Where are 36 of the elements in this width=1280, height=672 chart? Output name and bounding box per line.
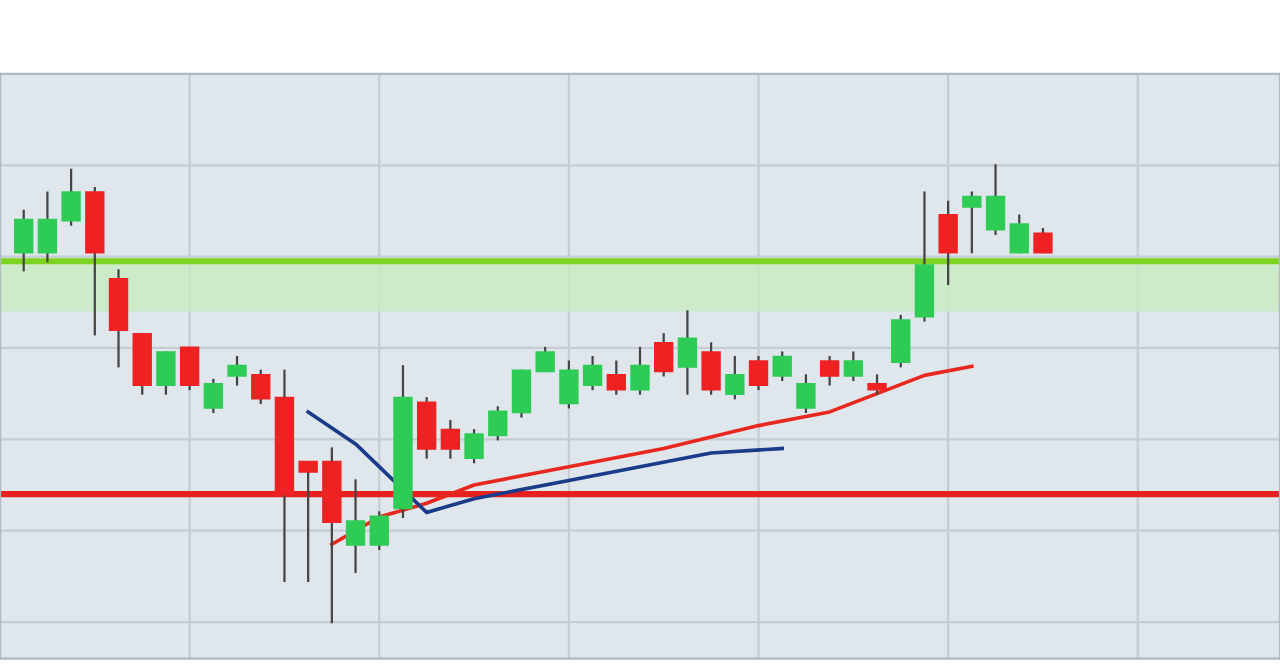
candlestick <box>203 378 224 414</box>
candlestick <box>1009 214 1029 254</box>
candlestick <box>156 351 176 395</box>
candlestick <box>227 356 247 386</box>
candlestick <box>748 356 769 391</box>
candlestick <box>867 374 887 395</box>
candlestick <box>345 479 366 573</box>
candlestick <box>559 360 579 409</box>
candlestick <box>891 314 911 368</box>
candlestick <box>843 351 864 382</box>
candlestick <box>1033 228 1053 254</box>
candlestick <box>179 346 200 391</box>
candlestick <box>488 406 508 441</box>
candlestick <box>14 209 34 272</box>
candlestick <box>535 346 555 373</box>
candlestick <box>61 168 81 226</box>
candlestick <box>251 369 271 404</box>
candlestick <box>416 397 437 459</box>
candlestick <box>677 310 698 395</box>
candlestick <box>630 346 650 395</box>
candlestick <box>985 164 1006 235</box>
candlestick <box>962 191 982 254</box>
candlestick <box>369 511 389 551</box>
candlestick <box>654 333 674 377</box>
candlestick <box>701 342 721 395</box>
candlestick <box>511 369 532 418</box>
candlestick <box>796 374 816 414</box>
candlestick <box>606 360 626 395</box>
candlestick <box>582 356 603 391</box>
candlestick <box>938 200 958 286</box>
candlestick <box>440 419 461 459</box>
candlestick <box>464 429 484 464</box>
candlestick <box>725 356 745 400</box>
candlestick <box>37 191 58 263</box>
candlestick <box>772 351 792 382</box>
candlestick <box>819 356 840 386</box>
